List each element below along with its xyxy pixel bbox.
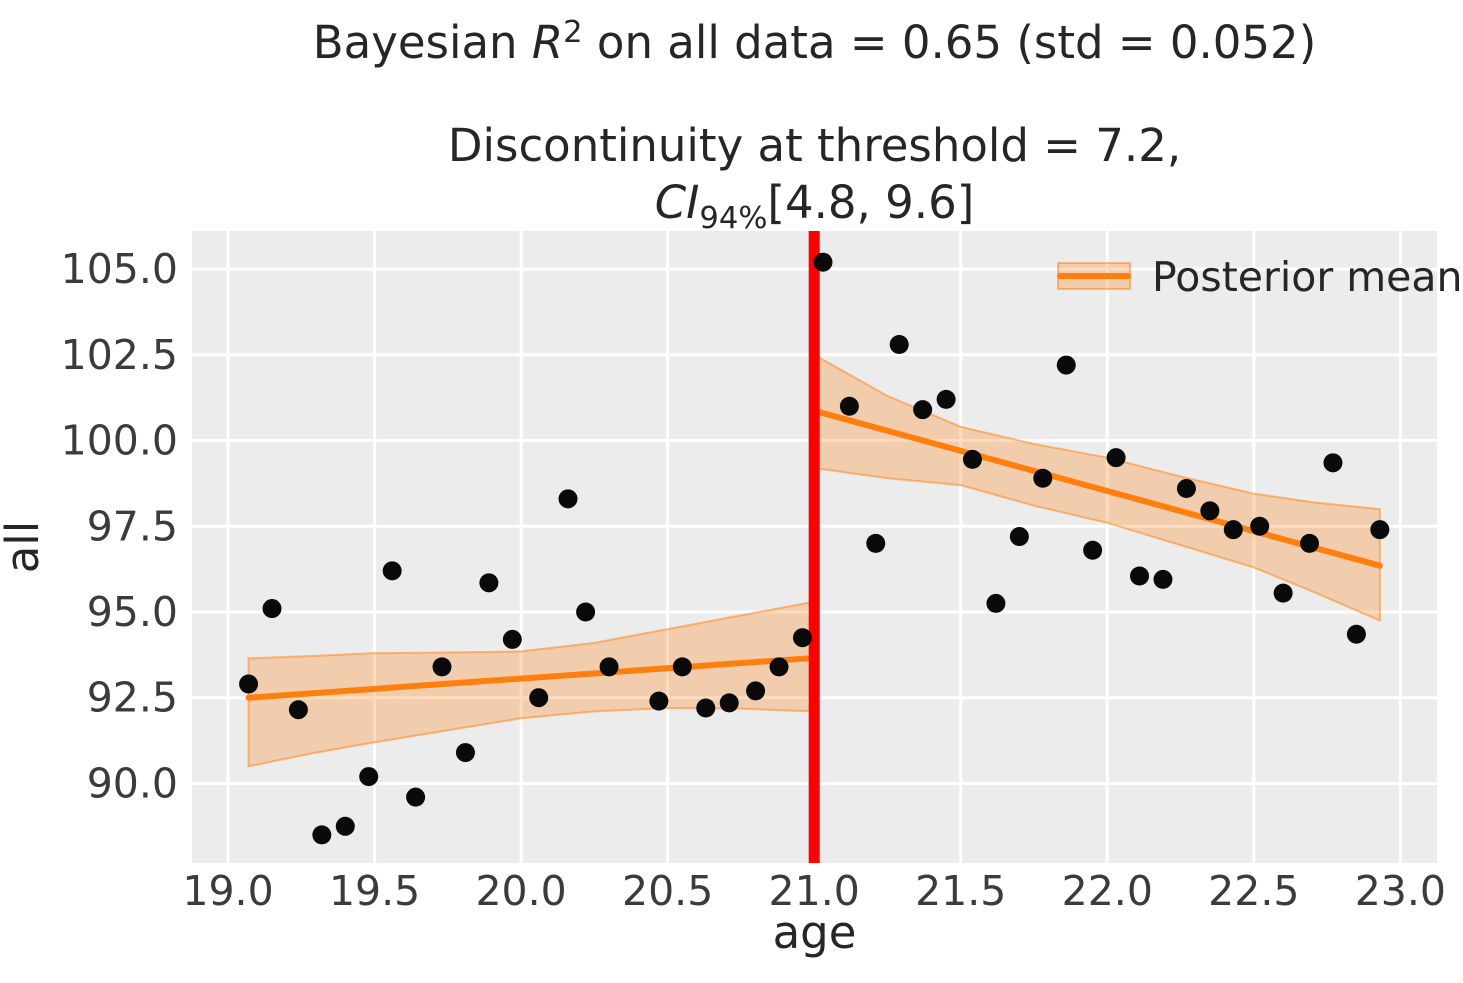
scatter-point bbox=[1250, 516, 1270, 536]
scatter-point bbox=[406, 787, 426, 807]
axes-title-line2: CI94%[4.8, 9.6] bbox=[192, 174, 1437, 234]
scatter-point bbox=[1200, 501, 1220, 521]
scatter-point bbox=[502, 629, 522, 649]
scatter-point bbox=[1346, 624, 1366, 644]
x-tick-label-20.0: 20.0 bbox=[475, 867, 566, 915]
y-tick-label-102.5: 102.5 bbox=[61, 331, 178, 379]
scatter-point bbox=[1176, 479, 1196, 499]
scatter-point bbox=[1300, 533, 1320, 553]
scatter-point bbox=[529, 688, 549, 708]
y-tick-label-97.5: 97.5 bbox=[87, 502, 178, 550]
scatter-point bbox=[479, 573, 499, 593]
scatter-point bbox=[813, 252, 833, 272]
legend-label: Posterior mean bbox=[1152, 253, 1463, 301]
scatter-point bbox=[262, 599, 282, 619]
scatter-point bbox=[1130, 566, 1150, 586]
scatter-point bbox=[936, 389, 956, 409]
scatter-point bbox=[769, 657, 789, 677]
posterior-mean-right bbox=[811, 407, 1383, 569]
y-tick-label-95.0: 95.0 bbox=[87, 588, 178, 636]
y-axis-label: all bbox=[0, 521, 49, 574]
x-tick-label-21.0: 21.0 bbox=[769, 867, 860, 915]
scatter-point bbox=[576, 602, 596, 622]
scatter-point bbox=[359, 767, 379, 787]
axes-title: Discontinuity at threshold = 7.2, CI94%[… bbox=[192, 117, 1437, 234]
x-tick-label-22.0: 22.0 bbox=[1062, 867, 1153, 915]
scatter-point bbox=[599, 657, 619, 677]
scatter-point bbox=[1153, 569, 1173, 589]
figure-title-prefix: Bayesian bbox=[312, 16, 532, 69]
scatter-point bbox=[792, 628, 812, 648]
x-tick-label-22.5: 22.5 bbox=[1208, 867, 1299, 915]
scatter-point bbox=[866, 533, 886, 553]
scatter-point bbox=[558, 489, 578, 509]
scatter-point bbox=[889, 335, 909, 355]
x-tick-label-19.5: 19.5 bbox=[329, 867, 420, 915]
scatter-point bbox=[288, 700, 308, 720]
x-tick-label-19.0: 19.0 bbox=[182, 867, 273, 915]
scatter-point bbox=[719, 693, 739, 713]
figure-title-r-symbol: R bbox=[531, 16, 564, 69]
scatter-point bbox=[1273, 583, 1293, 603]
scatter-point bbox=[1223, 520, 1243, 540]
y-tick-label-105.0: 105.0 bbox=[61, 245, 178, 293]
scatter-point bbox=[696, 698, 716, 718]
scatter-point bbox=[672, 657, 692, 677]
scatter-point bbox=[432, 657, 452, 677]
ci-subscript: 94% bbox=[699, 201, 768, 236]
figure-title: Bayesian R2 on all data = 0.65 (std = 0.… bbox=[192, 16, 1437, 69]
scatter-point bbox=[382, 561, 402, 581]
scatter-point bbox=[1083, 540, 1103, 560]
scatter-point bbox=[312, 825, 332, 845]
scatter-point bbox=[335, 816, 355, 836]
scatter-point bbox=[1323, 453, 1343, 473]
y-tick-label-92.5: 92.5 bbox=[87, 674, 178, 722]
y-tick-label-90.0: 90.0 bbox=[87, 759, 178, 807]
scatter-point bbox=[1056, 355, 1076, 375]
axes-title-line1: Discontinuity at threshold = 7.2, bbox=[447, 119, 1182, 172]
scatter-point bbox=[1106, 448, 1126, 468]
scatter-point bbox=[839, 396, 859, 416]
scatter-point bbox=[455, 743, 475, 763]
ci-symbol: CI bbox=[654, 176, 700, 229]
scatter-point bbox=[1033, 468, 1053, 488]
scatter-point bbox=[746, 681, 766, 701]
scatter-point bbox=[962, 449, 982, 469]
scatter-point bbox=[986, 593, 1006, 613]
x-axis-label: age bbox=[773, 906, 857, 959]
x-tick-label-23.0: 23.0 bbox=[1355, 867, 1446, 915]
posterior-mean-left bbox=[245, 654, 818, 701]
scatter-point bbox=[913, 400, 933, 420]
x-tick-label-21.5: 21.5 bbox=[915, 867, 1006, 915]
scatter-point bbox=[239, 674, 259, 694]
ci-interval: [4.8, 9.6] bbox=[767, 176, 975, 229]
scatter-point bbox=[649, 691, 669, 711]
scatter-point bbox=[1370, 520, 1390, 540]
figure-title-r-exponent: 2 bbox=[563, 15, 583, 50]
x-tick-label-20.5: 20.5 bbox=[622, 867, 713, 915]
figure-title-suffix: on all data = 0.65 (std = 0.052) bbox=[582, 16, 1317, 69]
scatter-point bbox=[1009, 527, 1029, 547]
y-tick-label-100.0: 100.0 bbox=[61, 417, 178, 465]
